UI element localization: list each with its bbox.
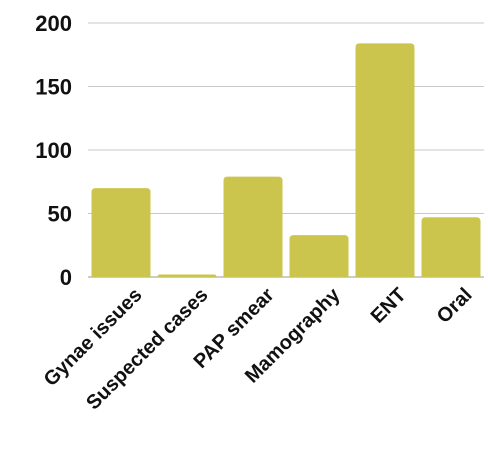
y-tick-label: 150 (35, 75, 72, 100)
y-tick-label: 0 (60, 265, 72, 290)
bars (91, 43, 481, 277)
bar-gynae-issues (91, 188, 151, 277)
x-tick-label: ENT (367, 284, 411, 328)
y-tick-label: 50 (48, 202, 72, 227)
y-tick-label: 100 (35, 138, 72, 163)
bar-suspected-cases (157, 274, 217, 277)
bar-pap-smear (223, 176, 283, 277)
x-tick-label: Suspected cases (82, 284, 212, 414)
bar-oral (421, 217, 481, 277)
x-tick-label: Oral (433, 284, 477, 328)
bar-ent (355, 43, 415, 277)
y-axis-ticks: 0 50 100 150 200 (35, 11, 72, 290)
gridlines (88, 22, 484, 278)
bar-mamography (289, 235, 349, 277)
y-tick-label: 200 (35, 11, 72, 36)
